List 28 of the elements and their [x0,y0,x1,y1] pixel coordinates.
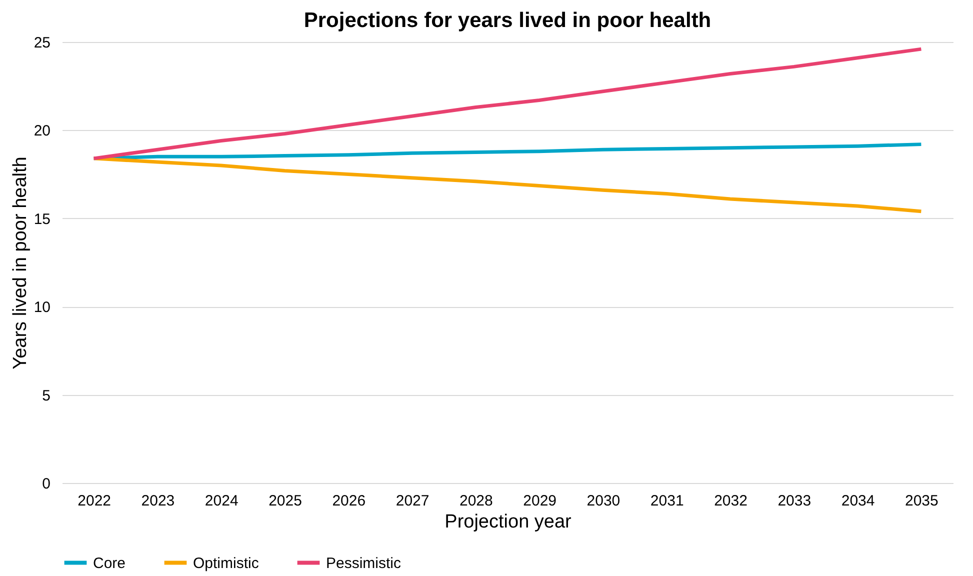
y-axis-title: Years lived in poor health [10,156,31,370]
x-tick-label: 2026 [332,492,366,510]
chart-title: Projections for years lived in poor health [304,9,712,32]
y-tick-label: 25 [34,34,50,52]
line-series [92,156,923,214]
line-series [92,47,923,160]
x-tick-label: 2028 [459,492,493,510]
y-tick-label: 0 [42,476,50,492]
x-tick-label: 2031 [650,492,684,510]
x-tick-label: 2022 [78,492,112,510]
x-tick-label: 2029 [523,492,557,510]
x-tick-label: 2025 [268,492,302,510]
x-tick-label: 2035 [904,492,938,510]
x-axis-title: Projection year [444,512,572,532]
legend-label: Core [93,554,126,572]
legend-label: Pessimistic [326,554,402,572]
legend-label: Optimistic [193,554,260,572]
y-tick-label: 10 [34,299,50,316]
y-tick-label: 5 [42,387,50,404]
x-tick-label: 2023 [141,492,175,510]
x-tick-label: 2024 [204,492,238,510]
x-tick-label: 2033 [778,492,812,510]
x-tick-label: 2034 [841,492,875,510]
x-tick-label: 2030 [586,492,620,510]
y-tick-label: 20 [34,122,50,140]
x-tick-label: 2027 [396,492,430,510]
y-tick-label: 15 [34,210,50,228]
x-tick-label: 2032 [714,492,748,510]
